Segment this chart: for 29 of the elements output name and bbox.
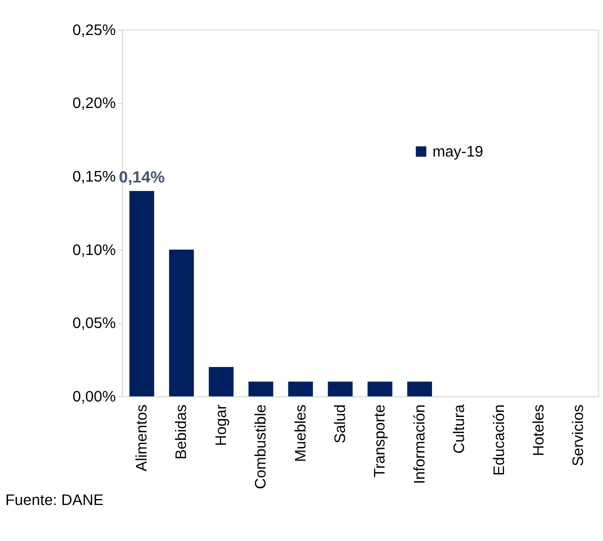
- bar: [407, 382, 432, 396]
- x-tick-label: Combustible: [252, 404, 270, 490]
- y-tick-label: 0,20%: [72, 95, 116, 112]
- bar: [129, 190, 154, 396]
- x-tick-label: Bebidas: [173, 404, 190, 460]
- x-tick-label: Hogar: [212, 404, 230, 446]
- bar: [328, 382, 353, 396]
- x-tick-label: Cultura: [451, 404, 468, 454]
- source-note: Fuente: DANE: [5, 492, 104, 509]
- legend-label: may-19: [432, 143, 484, 160]
- x-tick-label: Alimentos: [134, 404, 151, 472]
- x-tick-label: Hoteles: [530, 404, 548, 456]
- x-tick-label: Salud: [332, 404, 349, 444]
- x-tick-label: Educación: [490, 404, 508, 476]
- y-tick-label: 0,25%: [72, 22, 116, 39]
- bar: [169, 250, 194, 396]
- y-tick-label: 0,15%: [72, 168, 116, 186]
- x-tick-label: Muebles: [292, 404, 310, 462]
- y-tick-label: 0,10%: [72, 242, 116, 259]
- bar: [288, 382, 313, 396]
- data-label: 0,14%: [118, 168, 165, 186]
- x-tick-label: Información: [411, 404, 428, 484]
- y-tick-label: 0,00%: [72, 388, 116, 406]
- y-tick-label: 0,05%: [72, 315, 116, 332]
- bar: [368, 382, 392, 396]
- x-tick-label: Servicios: [570, 404, 588, 466]
- bar: [208, 367, 234, 396]
- bar: [248, 382, 274, 396]
- x-tick-label: Transporte: [372, 404, 389, 478]
